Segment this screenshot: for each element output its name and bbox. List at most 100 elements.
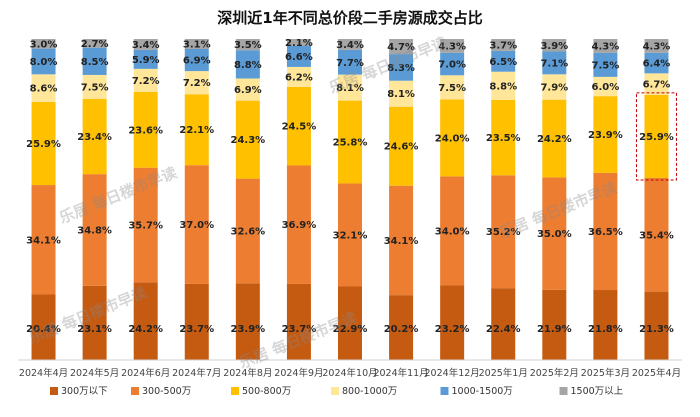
- x-tick-label-4: 2024年7月: [172, 367, 221, 379]
- bar-segment-2-6: [286, 165, 311, 284]
- legend-label-1: 300万以下: [61, 386, 108, 397]
- value-label-4-13: 6.7%: [643, 80, 671, 91]
- x-tick-label-6: 2024年9月: [274, 367, 323, 379]
- bar-segment-1-10: [491, 288, 516, 360]
- x-tick-label-9: 2024年12月: [425, 367, 480, 379]
- legend-swatch-2: [131, 387, 139, 395]
- value-label-1-2: 23.1%: [77, 324, 112, 335]
- bar-segment-4-13: [644, 73, 669, 95]
- value-label-1-12: 21.8%: [588, 324, 623, 335]
- value-label-6-7: 3.4%: [336, 40, 364, 51]
- value-label-5-11: 7.1%: [540, 58, 568, 69]
- value-label-4-7: 8.1%: [336, 83, 364, 94]
- bar-segment-5-13: [644, 52, 669, 74]
- bar-segment-2-3: [133, 167, 158, 283]
- bar-segment-2-5: [235, 178, 260, 284]
- bar-segment-5-6: [286, 45, 311, 67]
- bar-segment-4-4: [184, 71, 209, 95]
- value-label-2-2: 34.8%: [77, 225, 112, 236]
- bar-segment-3-10: [491, 99, 516, 176]
- value-label-3-3: 23.6%: [128, 125, 163, 136]
- bar-segment-4-6: [286, 66, 311, 87]
- bar-segment-6-7: [338, 39, 362, 50]
- legend-label-6: 1500万以上: [571, 386, 624, 397]
- bar-segment-2-4: [184, 165, 209, 284]
- value-label-1-10: 22.4%: [486, 324, 521, 335]
- legend-swatch-6: [559, 387, 568, 395]
- bar-segment-5-12: [593, 52, 618, 77]
- value-label-2-4: 37.0%: [179, 220, 214, 231]
- bar-segment-6-12: [593, 39, 618, 53]
- value-label-2-7: 32.1%: [333, 230, 368, 241]
- value-label-5-6: 6.6%: [285, 52, 313, 63]
- legend-label-3: 500-800万: [242, 386, 291, 397]
- bar-segment-6-4: [184, 39, 209, 49]
- bar-segment-5-2: [82, 47, 107, 75]
- bar-segment-2-8: [389, 185, 414, 296]
- x-tick-label-13: 2025年4月: [632, 367, 681, 379]
- value-label-6-9: 4.3%: [438, 41, 466, 52]
- bar-segment-1-9: [440, 285, 465, 360]
- value-label-4-11: 7.9%: [540, 82, 568, 93]
- bar-segment-1-1: [31, 294, 56, 360]
- bar-segment-4-11: [542, 74, 567, 100]
- value-label-5-3: 5.9%: [132, 55, 160, 66]
- x-tick-label-7: 2024年10月: [322, 367, 377, 379]
- legend-swatch-4: [331, 387, 339, 395]
- x-tick-label-10: 2025年1月: [479, 367, 528, 379]
- value-label-3-13: 25.9%: [639, 132, 674, 143]
- legend-swatch-5: [440, 387, 449, 395]
- bar-segment-2-1: [31, 185, 56, 295]
- bar-segment-4-3: [133, 68, 158, 92]
- bar-segment-1-3: [133, 282, 158, 360]
- value-label-2-10: 35.2%: [486, 227, 521, 238]
- bar-segment-3-13: [644, 94, 669, 178]
- bar-segment-4-10: [491, 71, 516, 100]
- value-label-2-13: 35.4%: [639, 230, 674, 241]
- x-tick-label-2: 2024年5月: [70, 367, 119, 379]
- bar-segment-3-11: [542, 99, 567, 178]
- value-label-2-9: 34.0%: [435, 226, 470, 237]
- value-label-2-5: 32.6%: [230, 226, 265, 237]
- value-label-3-8: 24.6%: [384, 142, 419, 153]
- bar-segment-1-4: [184, 283, 209, 360]
- bar-segment-1-6: [286, 283, 311, 360]
- value-label-3-6: 24.5%: [282, 122, 317, 133]
- value-label-2-6: 36.9%: [282, 220, 317, 231]
- bar-segment-1-5: [235, 283, 260, 360]
- value-label-5-5: 8.8%: [234, 60, 262, 71]
- bar-segment-3-9: [440, 99, 465, 177]
- bar-segment-2-10: [491, 175, 516, 289]
- bar-segment-5-7: [338, 49, 362, 75]
- value-label-5-7: 7.7%: [336, 58, 364, 69]
- value-label-6-12: 4.3%: [592, 41, 620, 52]
- bar-segment-6-5: [235, 39, 260, 51]
- x-tick-label-3: 2024年6月: [121, 367, 170, 379]
- bar-segment-2-2: [82, 174, 107, 286]
- bar-segment-5-4: [184, 48, 209, 72]
- value-label-1-4: 23.7%: [179, 324, 214, 335]
- bar-segment-3-7: [338, 100, 362, 184]
- value-label-3-2: 23.4%: [77, 132, 112, 143]
- value-label-6-10: 3.7%: [489, 40, 517, 51]
- value-label-6-2: 2.7%: [81, 39, 109, 50]
- value-label-6-11: 3.9%: [540, 41, 568, 52]
- bar-segment-6-13: [644, 39, 669, 53]
- bar-segment-4-5: [235, 78, 260, 101]
- value-label-1-13: 21.3%: [639, 324, 674, 335]
- bar-segment-3-12: [593, 96, 618, 173]
- bar-segment-5-8: [389, 54, 414, 81]
- value-label-4-1: 8.6%: [30, 84, 58, 95]
- x-tick-label-8: 2024年11月: [373, 367, 428, 379]
- value-label-6-1: 3.0%: [30, 39, 58, 50]
- bar-segment-4-9: [440, 75, 465, 100]
- bar-segment-6-2: [82, 39, 107, 48]
- value-label-6-4: 3.1%: [183, 39, 211, 50]
- x-tick-label-12: 2025年3月: [581, 367, 630, 379]
- value-label-2-12: 36.5%: [588, 227, 623, 238]
- value-label-5-13: 6.4%: [643, 59, 671, 70]
- value-label-1-7: 22.9%: [333, 324, 368, 335]
- bar-segment-6-1: [31, 39, 56, 49]
- value-label-6-3: 3.4%: [132, 40, 160, 51]
